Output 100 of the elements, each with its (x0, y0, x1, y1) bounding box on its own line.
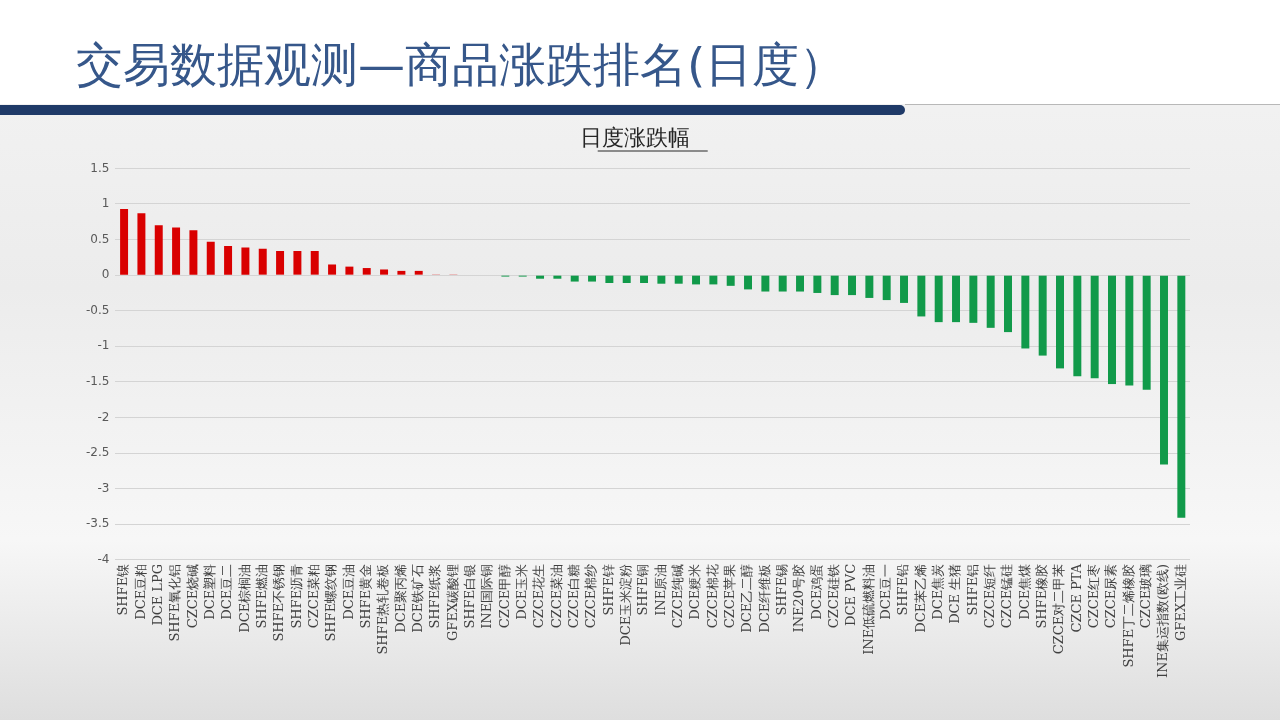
y-tick-label: 1.5 (90, 160, 110, 175)
bar (1056, 275, 1064, 369)
bar (830, 275, 839, 296)
x-tick-label: DCE粳米 (687, 563, 703, 620)
x-tick-label: DCE豆粕 (132, 563, 148, 620)
x-tick-label: CZCE红枣 (1086, 563, 1102, 629)
x-tick-label: SHFE镍 (115, 563, 131, 616)
x-tick-label: CZCE苹果 (722, 563, 738, 629)
x-tick-label: SHFE铜 (635, 563, 651, 616)
bar (276, 250, 285, 275)
bar (120, 208, 129, 275)
bar (1021, 275, 1030, 349)
bar (726, 275, 735, 286)
x-tick-label: CZCE尿素 (1103, 563, 1119, 629)
y-tick-label: -3 (97, 480, 110, 495)
x-tick-label: DCE铁矿石 (410, 563, 426, 633)
x-tick-label: SHFE黄金 (358, 563, 374, 629)
bar (588, 275, 597, 282)
bar (813, 275, 822, 293)
x-tick-label: DCE纤维板 (756, 563, 772, 633)
bar (293, 250, 302, 275)
x-tick-label: SHFE白银 (462, 563, 478, 629)
y-tick-label: 0.5 (90, 231, 110, 246)
bar (900, 275, 909, 303)
x-tick-label: CZCE短纤 (982, 563, 998, 629)
x-tick-label: INE20号胶 (791, 563, 807, 633)
bar (172, 227, 181, 275)
x-tick-label: CZCE烧碱 (184, 563, 200, 629)
bar (328, 264, 337, 275)
bar (865, 275, 874, 298)
bar (536, 275, 545, 279)
bar (952, 275, 960, 323)
chart-title: 交易数据观测—商品涨跌排名(日度） (76, 36, 847, 94)
bar (1090, 275, 1099, 379)
x-tick-label: INE集运指数(欧线) (1155, 563, 1171, 679)
bar (206, 241, 215, 275)
bar (657, 275, 666, 284)
x-tick-label: SHFE丁二烯橡胶 (1120, 563, 1136, 668)
y-tick-label: -3.5 (85, 516, 110, 531)
x-tick-label: CZCE甲醇 (496, 563, 512, 629)
bar (917, 275, 926, 317)
x-tick-label: SHFE氧化铝 (167, 563, 183, 642)
x-tick-label: CZCE白糖 (566, 563, 582, 629)
x-tick-label: DCE豆二 (219, 563, 235, 620)
bar (969, 275, 978, 323)
x-tick-label: CZCE纯碱 (670, 563, 686, 629)
bar (1004, 275, 1012, 333)
bar (137, 213, 146, 275)
x-tick-label: DCE焦煤 (1016, 563, 1032, 620)
x-tick-label: SHFE锡 (774, 563, 790, 616)
x-tick-label: CZCE菜粕 (306, 563, 322, 629)
y-tick-label: -1 (97, 338, 110, 353)
bar (692, 275, 701, 285)
y-tick-label: -0.5 (85, 302, 110, 317)
bar (1160, 275, 1168, 465)
x-tick-label: CZCE PTA (1068, 563, 1084, 633)
bar (345, 266, 354, 275)
x-tick-label: SHFE铅 (895, 563, 911, 616)
bar (796, 275, 805, 292)
bar (1177, 275, 1186, 518)
bar (189, 230, 198, 275)
x-tick-label: SHFE铝 (964, 563, 980, 616)
x-tick-label: CZCE花生 (531, 563, 547, 629)
x-tick-label: SHFE不锈钢 (271, 563, 287, 642)
bar (1108, 275, 1116, 385)
y-tick-label: 1 (101, 196, 110, 211)
bar (882, 275, 891, 301)
bar (761, 275, 770, 292)
chart-subtitle: 日度涨跌幅 (580, 124, 690, 150)
bar (1142, 275, 1151, 390)
bar (154, 225, 163, 275)
bar (848, 275, 857, 296)
x-tick-label: CZCE棉花 (704, 563, 720, 629)
x-tick-label: DCE豆油 (340, 563, 356, 620)
bar (934, 275, 943, 323)
bar (414, 270, 423, 275)
x-tick-label: INE国际铜 (479, 563, 495, 629)
x-tick-label: DCE棕榈油 (236, 563, 252, 633)
x-tick-label: GFEX碳酸锂 (444, 563, 460, 642)
bar (553, 275, 562, 279)
x-tick-label: CZCE玻璃 (1138, 563, 1154, 629)
x-tick-label: CZCE对二甲苯 (1051, 563, 1067, 655)
bar (1125, 275, 1134, 386)
bar (986, 275, 995, 328)
bar (640, 275, 649, 283)
x-tick-label: DCE PVC (843, 563, 859, 626)
bar (241, 247, 250, 275)
x-tick-label: DCE焦炭 (930, 563, 946, 620)
x-tick-label: DCE豆一 (878, 563, 894, 620)
bar (397, 270, 406, 275)
x-tick-label: DCE LPG (150, 563, 166, 626)
x-tick-label: SHFE锌 (600, 563, 616, 616)
x-tick-label: SHFE螺纹钢 (323, 563, 339, 642)
x-tick-label: SHFE燃油 (254, 563, 270, 629)
x-tick-label: INE原油 (652, 563, 668, 616)
bar (380, 269, 389, 275)
bar (224, 245, 233, 275)
x-tick-label: DCE 生猪 (947, 563, 963, 624)
bar (362, 268, 371, 275)
bar (709, 275, 718, 285)
